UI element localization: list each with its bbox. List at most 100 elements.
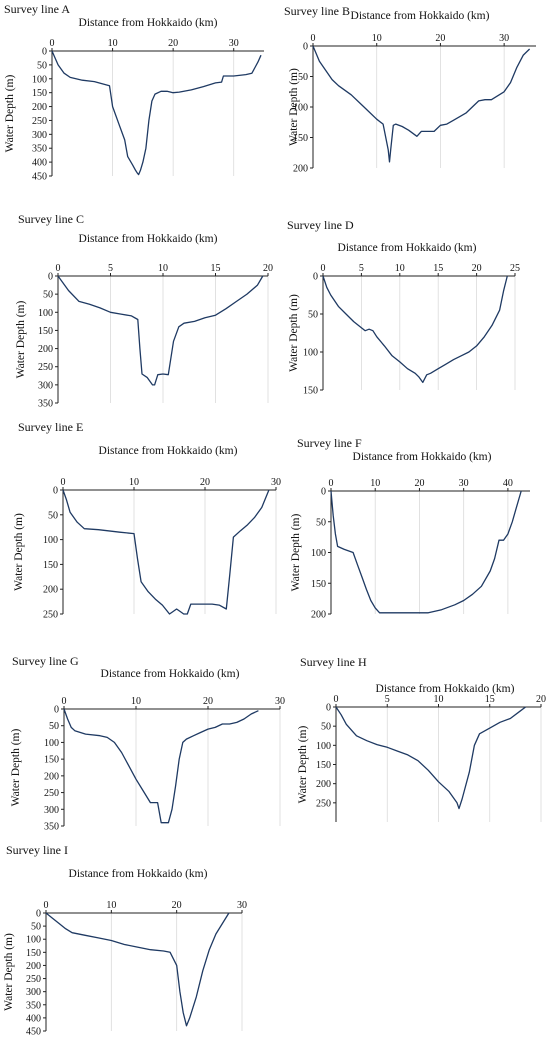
- survey-line-g-x-tick-label-0: 0: [62, 696, 67, 707]
- survey-line-e-x-tick-label-20: 20: [200, 477, 210, 488]
- survey-line-c-x-tick-label-20: 20: [263, 263, 273, 274]
- survey-line-a-y-tick-label-450: 450: [32, 172, 47, 183]
- survey-line-a-depth-profile: [51, 50, 262, 176]
- survey-line-i-x-tick-label-30: 30: [237, 900, 247, 911]
- survey-line-c-y-tick-label-200: 200: [38, 344, 53, 355]
- survey-line-h-y-tick-label-200: 200: [316, 779, 331, 790]
- survey-line-h-y-axis-title: Water Depth (m): [297, 726, 309, 804]
- survey-line-d-y-tick-label-50: 50: [308, 310, 318, 321]
- survey-line-i-y-tick-label-100: 100: [26, 935, 41, 946]
- survey-line-i-y-tick-label-400: 400: [26, 1013, 41, 1024]
- survey-line-h-y-tick-label-50: 50: [321, 722, 331, 733]
- survey-line-f-title: Survey line F: [297, 436, 362, 450]
- survey-line-i-x-axis-title: Distance from Hokkaido (km): [69, 868, 208, 880]
- survey-line-g-y-tick-label-250: 250: [44, 788, 59, 799]
- survey-line-a-x-tick-label-20: 20: [168, 38, 178, 49]
- survey-line-i-y-tick-label-200: 200: [26, 961, 41, 972]
- survey-line-i-y-axis-title: Water Depth (m): [3, 933, 15, 1011]
- survey-line-i-x-tick-label-0: 0: [44, 900, 49, 911]
- survey-line-a-x-tick-label-30: 30: [229, 38, 239, 49]
- survey-line-d-x-tick-label-5: 5: [359, 263, 364, 274]
- survey-line-c-y-tick-label-0: 0: [48, 272, 53, 283]
- survey-line-g-panel: Survey line G Distance from Hokkaido (km)…: [10, 654, 285, 833]
- survey-line-h-x-tick-label-15: 15: [485, 694, 495, 705]
- survey-line-d-x-tick-label-0: 0: [321, 263, 326, 274]
- survey-line-a-y-tick-label-300: 300: [32, 130, 47, 141]
- survey-line-i-y-tick-label-300: 300: [26, 987, 41, 998]
- survey-line-f-y-tick-label-100: 100: [311, 548, 326, 559]
- survey-line-a-x-tick-label-0: 0: [50, 38, 55, 49]
- survey-line-d-y-tick-label-150: 150: [303, 386, 318, 397]
- survey-line-i-x-tick-label-20: 20: [172, 900, 182, 911]
- survey-line-c-y-tick-label-50: 50: [43, 290, 53, 301]
- survey-line-d-title: Survey line D: [287, 218, 354, 232]
- survey-line-b-x-axis-title: Distance from Hokkaido (km): [351, 10, 490, 22]
- survey-line-h-x-tick-label-10: 10: [434, 694, 444, 705]
- survey-line-g-depth-profile: [63, 708, 259, 824]
- survey-line-c-y-tick-label-150: 150: [38, 326, 53, 337]
- survey-line-e-y-tick-label-200: 200: [43, 585, 58, 596]
- survey-line-a-y-tick-label-150: 150: [32, 88, 47, 99]
- survey-line-b-x-tick-label-10: 10: [372, 33, 382, 44]
- survey-line-g-x-axis-title: Distance from Hokkaido (km): [101, 668, 240, 680]
- survey-line-g-x-tick-label-10: 10: [131, 696, 141, 707]
- survey-line-i-y-tick-label-250: 250: [26, 974, 41, 985]
- survey-line-c-x-axis-title: Distance from Hokkaido (km): [79, 233, 218, 245]
- survey-line-d-x-axis-title: Distance from Hokkaido (km): [338, 242, 477, 254]
- survey-line-c-y-tick-label-300: 300: [38, 380, 53, 391]
- survey-line-e-x-tick-label-30: 30: [271, 477, 281, 488]
- survey-line-e-y-tick-label-0: 0: [53, 486, 58, 497]
- survey-line-g-x-tick-label-20: 20: [203, 696, 213, 707]
- survey-line-b-y-tick-label-0: 0: [303, 42, 308, 53]
- survey-line-a-y-axis-title: Water Depth (m): [4, 75, 16, 153]
- survey-line-f-y-tick-label-50: 50: [316, 517, 326, 528]
- survey-line-b-y-tick-label-100: 100: [293, 103, 308, 114]
- survey-line-c-x-tick-label-15: 15: [211, 263, 221, 274]
- survey-line-a-y-tick-label-0: 0: [42, 47, 47, 58]
- survey-line-c-y-axis-title: Water Depth (m): [15, 301, 27, 379]
- survey-line-d-x-tick-label-10: 10: [395, 263, 405, 274]
- survey-line-i-depth-profile: [45, 912, 230, 1027]
- survey-line-e-y-tick-label-250: 250: [43, 610, 58, 621]
- survey-line-g-y-tick-label-200: 200: [44, 771, 59, 782]
- survey-line-f-x-tick-label-40: 40: [503, 478, 513, 489]
- survey-line-h-y-tick-label-250: 250: [316, 798, 331, 809]
- survey-line-f-y-tick-label-200: 200: [311, 610, 326, 621]
- survey-line-e-x-tick-label-0: 0: [61, 477, 66, 488]
- survey-line-b-x-tick-label-20: 20: [435, 33, 445, 44]
- survey-line-b-y-tick-label-150: 150: [293, 133, 308, 144]
- survey-line-h-depth-profile: [335, 706, 526, 810]
- survey-line-f-x-axis-title: Distance from Hokkaido (km): [353, 451, 492, 463]
- survey-line-f-x-tick-label-10: 10: [370, 478, 380, 489]
- survey-line-e-x-tick-label-10: 10: [129, 477, 139, 488]
- survey-line-b-x-tick-label-30: 30: [499, 33, 509, 44]
- survey-line-e-x-axis-title: Distance from Hokkaido (km): [99, 445, 238, 457]
- survey-line-g-y-tick-label-100: 100: [44, 738, 59, 749]
- survey-line-f-x-tick-label-20: 20: [414, 478, 424, 489]
- survey-line-b-y-axis-title: Water Depth (m): [288, 68, 300, 146]
- survey-line-a-y-tick-label-400: 400: [32, 158, 47, 169]
- survey-line-c-x-tick-label-5: 5: [108, 263, 113, 274]
- survey-line-e-y-axis-title: Water Depth (m): [13, 513, 25, 591]
- survey-line-f-x-tick-label-0: 0: [329, 478, 334, 489]
- survey-line-b-y-tick-label-200: 200: [293, 164, 308, 175]
- survey-line-a-panel: Survey line A Distance from Hokkaido (km)…: [4, 2, 264, 183]
- survey-line-e-y-tick-label-100: 100: [43, 535, 58, 546]
- survey-line-a-y-tick-label-250: 250: [32, 116, 47, 127]
- survey-line-e-title: Survey line E: [18, 420, 83, 434]
- survey-line-g-y-axis-title: Water Depth (m): [10, 729, 22, 807]
- survey-line-h-title: Survey line H: [300, 655, 367, 669]
- survey-line-c-x-tick-label-10: 10: [158, 263, 168, 274]
- survey-line-b-depth-profile: [312, 45, 531, 163]
- survey-line-a-y-tick-label-350: 350: [32, 144, 47, 155]
- survey-line-h-y-tick-label-100: 100: [316, 741, 331, 752]
- survey-line-i-x-tick-label-10: 10: [106, 900, 116, 911]
- survey-line-f-y-tick-label-0: 0: [321, 487, 326, 498]
- survey-line-i-y-tick-label-50: 50: [31, 922, 41, 933]
- survey-line-d-y-axis-title: Water Depth (m): [288, 294, 300, 372]
- survey-line-h-x-tick-label-20: 20: [536, 694, 546, 705]
- survey-line-g-y-tick-label-150: 150: [44, 755, 59, 766]
- survey-line-a-x-tick-label-10: 10: [108, 38, 118, 49]
